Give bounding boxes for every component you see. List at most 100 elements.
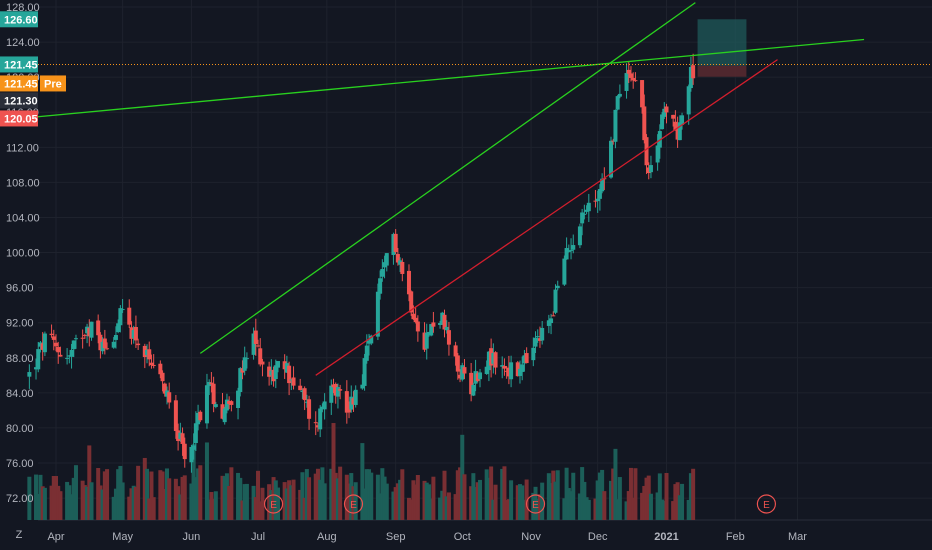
candle-body[interactable] xyxy=(236,390,241,409)
candle-body[interactable] xyxy=(331,384,336,388)
candle-body[interactable] xyxy=(509,362,514,380)
candle-body[interactable] xyxy=(400,261,405,274)
candle-body[interactable] xyxy=(269,370,274,376)
candle-body[interactable] xyxy=(506,367,511,377)
candle-body[interactable] xyxy=(40,343,45,350)
candle-body[interactable] xyxy=(493,352,498,368)
time-tick-label[interactable]: Mar xyxy=(788,531,807,543)
candle-body[interactable] xyxy=(426,331,431,336)
trendlines[interactable] xyxy=(20,2,865,376)
candle-body[interactable] xyxy=(176,430,181,441)
candle-body[interactable] xyxy=(489,348,494,366)
candle-body[interactable] xyxy=(54,342,58,347)
candle-body[interactable] xyxy=(353,389,358,405)
candle-body[interactable] xyxy=(515,362,520,377)
candle-body[interactable] xyxy=(34,367,39,370)
candle-body[interactable] xyxy=(597,189,602,199)
candle-body[interactable] xyxy=(196,412,201,425)
candles[interactable] xyxy=(27,53,696,473)
time-tick-label[interactable]: Sep xyxy=(386,531,406,543)
candle-body[interactable] xyxy=(193,423,198,444)
candle-body[interactable] xyxy=(58,354,63,357)
candle-body[interactable] xyxy=(322,401,327,410)
candle-body[interactable] xyxy=(571,245,576,250)
candle-body[interactable] xyxy=(260,361,265,365)
candle-body[interactable] xyxy=(691,65,696,79)
candle-body[interactable] xyxy=(351,398,356,405)
candle-body[interactable] xyxy=(282,361,287,370)
candle-body[interactable] xyxy=(89,321,94,338)
candle-body[interactable] xyxy=(127,307,132,325)
candle-body[interactable] xyxy=(551,315,556,317)
candle-body[interactable] xyxy=(333,383,338,396)
candle-body[interactable] xyxy=(600,178,605,192)
candle-body[interactable] xyxy=(553,289,558,313)
candle-body[interactable] xyxy=(38,342,43,347)
time-tick-label[interactable]: Jul xyxy=(251,531,265,543)
candle-body[interactable] xyxy=(562,258,567,285)
candle-body[interactable] xyxy=(533,337,538,347)
candle-body[interactable] xyxy=(207,382,212,387)
candle-body[interactable] xyxy=(409,291,414,313)
candle-body[interactable] xyxy=(648,165,653,173)
candle-body[interactable] xyxy=(320,406,325,410)
candle-body[interactable] xyxy=(537,338,542,341)
candle-body[interactable] xyxy=(113,335,118,340)
candle-body[interactable] xyxy=(315,425,320,428)
candle-body[interactable] xyxy=(438,322,443,326)
candle-body[interactable] xyxy=(300,390,305,393)
candle-body[interactable] xyxy=(71,340,76,350)
candle-body[interactable] xyxy=(555,285,560,289)
candle-body[interactable] xyxy=(198,411,203,421)
candle-body[interactable] xyxy=(349,396,354,410)
candle-body[interactable] xyxy=(655,145,660,163)
candle-body[interactable] xyxy=(429,324,434,336)
candle-body[interactable] xyxy=(440,312,445,325)
candle-body[interactable] xyxy=(662,108,667,117)
candle-body[interactable] xyxy=(469,372,474,395)
candle-body[interactable] xyxy=(304,401,309,403)
candle-body[interactable] xyxy=(611,140,616,142)
candle-body[interactable] xyxy=(660,114,665,130)
candle-body[interactable] xyxy=(142,345,147,358)
candle-body[interactable] xyxy=(540,327,545,341)
candle-body[interactable] xyxy=(577,226,582,246)
candle-body[interactable] xyxy=(564,248,569,260)
candle-body[interactable] xyxy=(393,233,398,252)
candle-body[interactable] xyxy=(145,349,150,356)
time-tick-label[interactable]: 2021 xyxy=(654,531,678,543)
candle-body[interactable] xyxy=(500,365,505,367)
candle-body[interactable] xyxy=(582,213,587,215)
candle-body[interactable] xyxy=(502,365,507,369)
candle-body[interactable] xyxy=(580,212,585,224)
candle-body[interactable] xyxy=(73,338,78,340)
candle-body[interactable] xyxy=(406,270,411,295)
candle-body[interactable] xyxy=(633,80,638,82)
earnings-icon-ring[interactable] xyxy=(756,494,777,514)
candle-body[interactable] xyxy=(531,347,536,361)
candle-body[interactable] xyxy=(347,409,352,413)
candle-body[interactable] xyxy=(458,374,463,379)
candle-body[interactable] xyxy=(120,309,125,311)
candle-body[interactable] xyxy=(460,365,465,380)
candle-body[interactable] xyxy=(111,341,116,348)
trendline-red[interactable] xyxy=(315,59,778,376)
candle-body[interactable] xyxy=(584,209,589,212)
timezone-button-bg[interactable] xyxy=(10,524,28,544)
candle-body[interactable] xyxy=(398,260,403,265)
earnings-icon[interactable]: E xyxy=(263,494,284,514)
candle-body[interactable] xyxy=(424,332,429,349)
candle-body[interactable] xyxy=(133,327,138,341)
candle-body[interactable] xyxy=(131,330,136,339)
trendline-green[interactable] xyxy=(199,2,696,354)
candle-body[interactable] xyxy=(375,291,380,337)
timezone-icon[interactable]: Z xyxy=(16,529,23,541)
time-tick-label[interactable]: May xyxy=(112,531,133,543)
candle-body[interactable] xyxy=(462,367,467,374)
candle-body[interactable] xyxy=(287,365,292,384)
candle-body[interactable] xyxy=(486,351,491,371)
candle-body[interactable] xyxy=(338,389,343,391)
